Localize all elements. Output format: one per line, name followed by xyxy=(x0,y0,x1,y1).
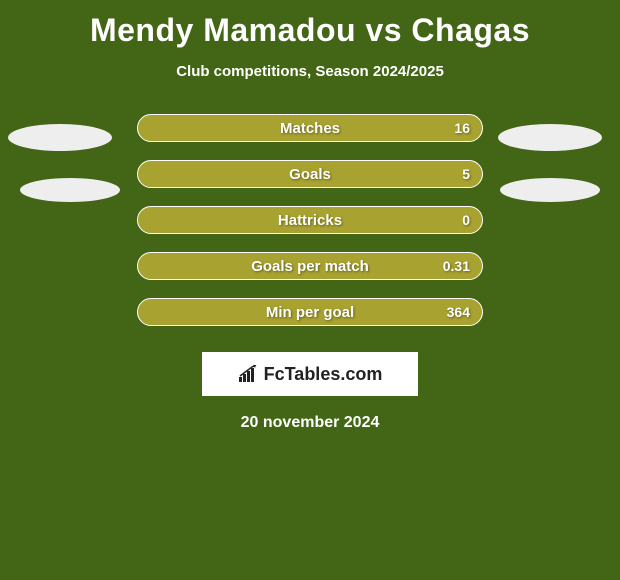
decorative-ellipse xyxy=(20,178,120,202)
page-title: Mendy Mamadou vs Chagas xyxy=(0,0,620,49)
stat-value: 364 xyxy=(447,304,470,320)
stat-label: Hattricks xyxy=(278,212,342,229)
decorative-ellipse xyxy=(500,178,600,202)
subtitle: Club competitions, Season 2024/2025 xyxy=(0,63,620,80)
logo: FcTables.com xyxy=(238,364,383,385)
stat-bar-matches: Matches 16 xyxy=(137,114,483,142)
logo-box: FcTables.com xyxy=(202,352,418,396)
stat-value: 0 xyxy=(462,212,470,228)
stat-bar-goals-per-match: Goals per match 0.31 xyxy=(137,252,483,280)
decorative-ellipse xyxy=(8,124,112,151)
stat-label: Goals per match xyxy=(251,258,369,275)
stat-bar-min-per-goal: Min per goal 364 xyxy=(137,298,483,326)
stat-label: Goals xyxy=(289,166,331,183)
decorative-ellipse xyxy=(498,124,602,151)
stat-value: 16 xyxy=(454,120,470,136)
stat-bar-goals: Goals 5 xyxy=(137,160,483,188)
stat-value: 5 xyxy=(462,166,470,182)
stat-label: Min per goal xyxy=(266,304,354,321)
stat-label: Matches xyxy=(280,120,340,137)
stat-bar-hattricks: Hattricks 0 xyxy=(137,206,483,234)
date-text: 20 november 2024 xyxy=(0,414,620,432)
logo-text: FcTables.com xyxy=(264,364,383,385)
chart-icon xyxy=(238,365,260,383)
stat-value: 0.31 xyxy=(443,258,470,274)
